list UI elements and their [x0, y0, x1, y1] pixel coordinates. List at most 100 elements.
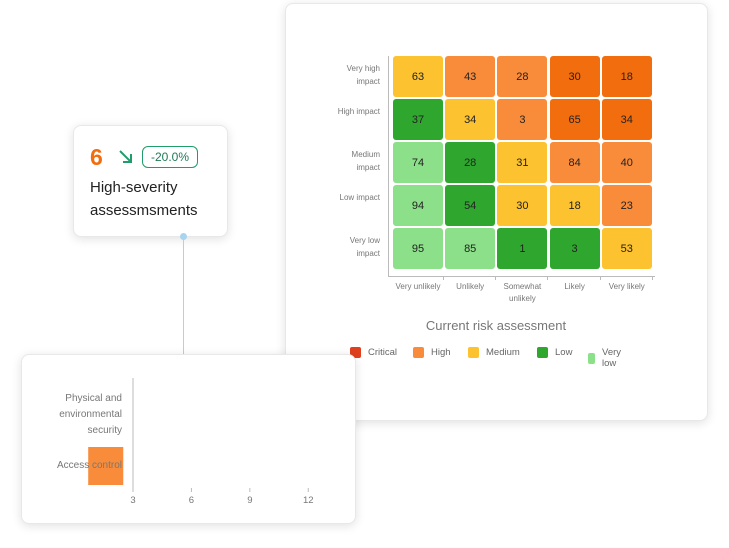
y-tick-label: Low impact — [339, 193, 380, 202]
cell-label: 3 — [519, 113, 526, 126]
legend-label: Low — [555, 347, 573, 358]
heatmap-cell: 74 — [393, 142, 443, 183]
heatmap-cell: 53 — [601, 228, 652, 269]
cell-label: 18 — [620, 70, 633, 83]
x-tick — [599, 276, 601, 280]
cell-label: 74 — [411, 156, 425, 169]
cell-label: 34 — [620, 113, 633, 126]
y-axis — [388, 56, 389, 276]
y-label-box: Physical and environmental security — [59, 393, 122, 436]
chart-title: Current risk assessment — [425, 318, 567, 333]
cell-label: 30 — [568, 70, 581, 83]
legend-swatch — [537, 347, 548, 358]
y-tick-label: Medium impact — [351, 150, 380, 172]
legend-item: Low — [537, 347, 572, 358]
legend-label: Critical — [368, 347, 398, 358]
x-tick — [443, 276, 444, 280]
heatmap-cell: 31 — [497, 142, 548, 183]
kpi-change: -20.0% — [142, 146, 199, 168]
legend-swatch — [413, 347, 424, 358]
cell-label: 37 — [411, 113, 425, 126]
cell-label: 43 — [464, 70, 477, 83]
heatmap-cell: 94 — [393, 185, 443, 226]
x-tick-label: Likely — [564, 282, 585, 291]
heatmap-cell: 54 — [445, 185, 496, 226]
bar-segment — [88, 447, 124, 485]
x-tick-label: Very unlikely — [395, 282, 441, 291]
heatmap-cell: 18 — [549, 185, 600, 226]
heatmap-cell: 3 — [497, 99, 548, 140]
heatmap-cell: 37 — [393, 99, 443, 140]
kpi-label: High-severity assessmsments — [90, 179, 198, 219]
y-tick-label: High impact — [337, 107, 380, 116]
legend-label: High — [431, 347, 451, 358]
y-label-box: Access control — [56, 460, 122, 471]
heatmap-cell: 28 — [497, 56, 548, 97]
heatmap-cell: 1 — [497, 228, 548, 269]
heatmap-cell: 34 — [445, 99, 496, 140]
cell-label: 34 — [464, 113, 477, 126]
cell-label: 28 — [464, 156, 477, 169]
cell-label: 54 — [464, 199, 477, 212]
cell-label: 18 — [568, 199, 581, 212]
heatmap-cell: 23 — [601, 185, 652, 226]
cell-label: 30 — [516, 199, 529, 212]
legend-label: Medium — [486, 347, 520, 358]
connector — [183, 236, 184, 354]
cell-label: 31 — [516, 156, 529, 169]
x-tick-label: Very likely — [608, 282, 645, 291]
y-tick-label: Physical and environmental security — [59, 393, 122, 436]
heatmap-cell: 95 — [393, 228, 443, 269]
cell-label: 85 — [464, 242, 477, 255]
legend-item: Critical — [350, 347, 397, 358]
cell-label: 23 — [620, 199, 633, 212]
x-tick-label: 12 — [303, 495, 314, 506]
heatmap-cell: 84 — [549, 142, 600, 183]
cell-label: 53 — [620, 242, 633, 255]
legend-item: High — [413, 347, 451, 358]
heatmap-cell: 28 — [445, 142, 496, 183]
heatmap-cell: 43 — [445, 56, 496, 97]
y-tick-label: Very low impact — [349, 236, 380, 258]
x-tick — [495, 276, 497, 280]
legend-swatch — [350, 347, 361, 358]
cell-label: 63 — [411, 70, 425, 83]
cell-label: 3 — [571, 242, 578, 255]
x-axis — [388, 276, 655, 277]
heatmap-cell: 3 — [549, 228, 600, 269]
heatmap-cell: 63 — [393, 56, 443, 97]
heatmap-cell: 30 — [549, 56, 600, 97]
legend-item: Medium — [468, 347, 520, 358]
x-tick — [547, 276, 549, 280]
heatmap-cell: 34 — [601, 99, 652, 140]
x-tick — [651, 276, 653, 280]
x-tick-label: 9 — [247, 495, 252, 506]
heatmap-cell: 30 — [497, 185, 548, 226]
kpi-card: 6 -20.0% High-severity assessmsments — [73, 125, 228, 237]
x-tick-label: Unlikely — [456, 282, 485, 291]
cell-label: 94 — [411, 199, 425, 212]
x-tick-label: 3 — [130, 495, 135, 506]
x-tick-label: 6 — [189, 495, 194, 506]
connector-dot — [180, 233, 187, 240]
heatmap-cell: 85 — [445, 228, 496, 269]
cell-label: 28 — [516, 70, 529, 83]
cell-label: 65 — [568, 113, 581, 126]
cell-label: 1 — [519, 242, 526, 255]
y-tick-label: Access control — [56, 460, 122, 471]
legend-label: Very low — [602, 347, 622, 369]
cell-label: 95 — [411, 242, 425, 255]
heatmap-cell: 65 — [549, 99, 600, 140]
x-tick-label: Somewhat unlikely — [503, 282, 542, 303]
heatmap-cell: 18 — [601, 56, 652, 97]
cell-label: 84 — [568, 156, 581, 169]
cell-label: 40 — [620, 156, 633, 169]
legend-item: Very low — [588, 347, 625, 369]
legend-swatch — [588, 352, 596, 364]
heatmap-cell: 40 — [601, 142, 652, 183]
kpi-value: 6 — [90, 144, 103, 170]
y-tick-label: Very high impact — [346, 64, 380, 86]
legend-swatch — [468, 347, 479, 358]
